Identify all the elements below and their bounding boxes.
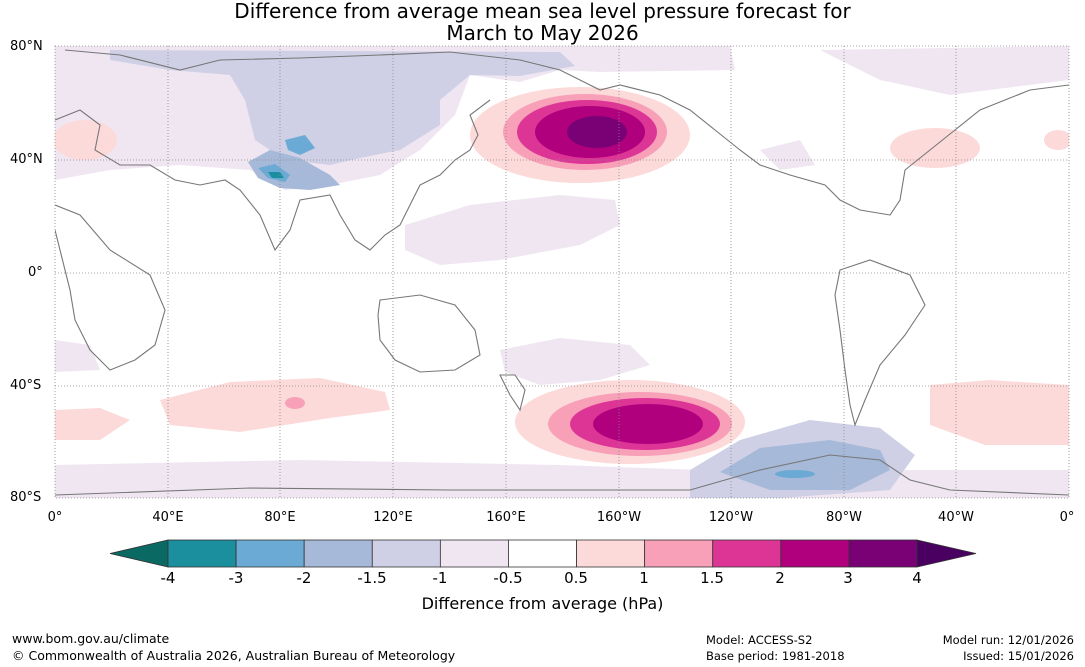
south-atlantic-positive [930,380,1069,445]
south-atlantic-positive-left [55,408,130,440]
north-pacific-positive-5 [567,116,627,148]
lon-label-120w: 120°W [708,510,754,525]
south-pacific-negative [500,338,650,385]
lat-label-80n: 80°N [10,39,43,54]
south-indian-core [285,397,305,409]
mediterranean-positive [1044,130,1069,150]
tibet-center [268,172,284,178]
colorbar-tick: 2 [775,569,785,587]
footer-issued: Issued: 15/01/2026 [963,649,1074,663]
colorbar-segment [235,539,305,568]
west-antarctica-core [775,470,815,478]
atlantic-positive [890,128,980,168]
coastlines [55,49,1069,496]
lon-label-160e: 160°E [486,510,526,525]
colorbar-segment [576,539,646,568]
arctic-negative-region [820,46,1069,95]
colorbar-tick: -1 [432,569,448,587]
south-indian-positive [160,378,390,432]
lon-label-80w: 80°W [826,510,862,525]
lat-label-40s: 40°S [10,378,42,393]
colorbar-extend-low [109,539,169,568]
graticule [54,45,1070,499]
west-antarctica-negative-2 [720,440,890,490]
colorbar-tick: -3 [228,569,244,587]
colorbar [109,539,977,568]
colorbar-segment [508,539,577,568]
colorbar-tick: 4 [912,569,922,587]
colorbar-segment [780,539,850,568]
colorbar-segment [712,539,782,568]
north-america-negative [760,140,815,170]
anomaly-map [54,45,1070,499]
lon-label-40w: 40°W [938,510,974,525]
lat-label-40n: 40°N [10,152,43,167]
mongolia-negative [285,135,315,155]
title-line-2: March to May 2026 [446,21,639,45]
colorbar-tick: 3 [843,569,853,587]
footer-website: www.bom.gov.au/climate [12,631,170,646]
colorbar-tick: -2 [296,569,312,587]
siberia-negative-region [110,50,575,165]
south-pacific-positive-4 [593,404,703,444]
lat-label-0: 0° [28,265,43,280]
colorbar-segment [303,539,373,568]
colorbar-segment [848,539,918,568]
colorbar-segment [167,539,237,568]
colorbar-label: Difference from average (hPa) [421,594,664,613]
lon-label-80e: 80°E [264,510,296,525]
colorbar-tick: 1.5 [700,569,724,587]
footer-base-period: Base period: 1981-2018 [706,649,845,663]
colorbar-tick: -1.5 [357,569,387,587]
europe-positive [55,120,117,160]
colorbar-extend-high [916,539,977,568]
colorbar-tick: -4 [160,569,176,587]
lat-label-80s: 80°S [10,490,42,505]
colorbar-segment [371,539,441,568]
colorbar-tick: 1 [639,569,649,587]
colorbar-tick: 0.5 [564,569,588,587]
footer-model: Model: ACCESS-S2 [706,633,813,647]
colorbar-segment [644,539,714,568]
colorbar-tick: -0.5 [493,569,523,587]
lon-label-160w: 160°W [596,510,642,525]
lon-label-40e: 40°E [152,510,184,525]
footer-copyright: © Commonwealth of Australia 2026, Austra… [12,648,456,663]
lon-label-0-right: 0° [1059,510,1075,525]
lon-label-0-left: 0° [47,510,63,525]
tropical-pacific-negative [405,195,620,265]
footer-model-run: Model run: 12/01/2026 [942,633,1074,647]
title-line-1: Difference from average mean sea level p… [234,0,851,23]
lon-label-120e: 120°E [373,510,413,525]
colorbar-segment [439,539,509,568]
